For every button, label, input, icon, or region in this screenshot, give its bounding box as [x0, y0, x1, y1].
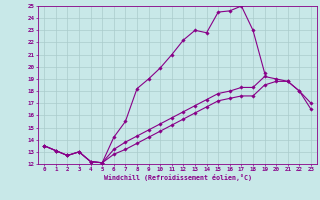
X-axis label: Windchill (Refroidissement éolien,°C): Windchill (Refroidissement éolien,°C) [104, 174, 252, 181]
